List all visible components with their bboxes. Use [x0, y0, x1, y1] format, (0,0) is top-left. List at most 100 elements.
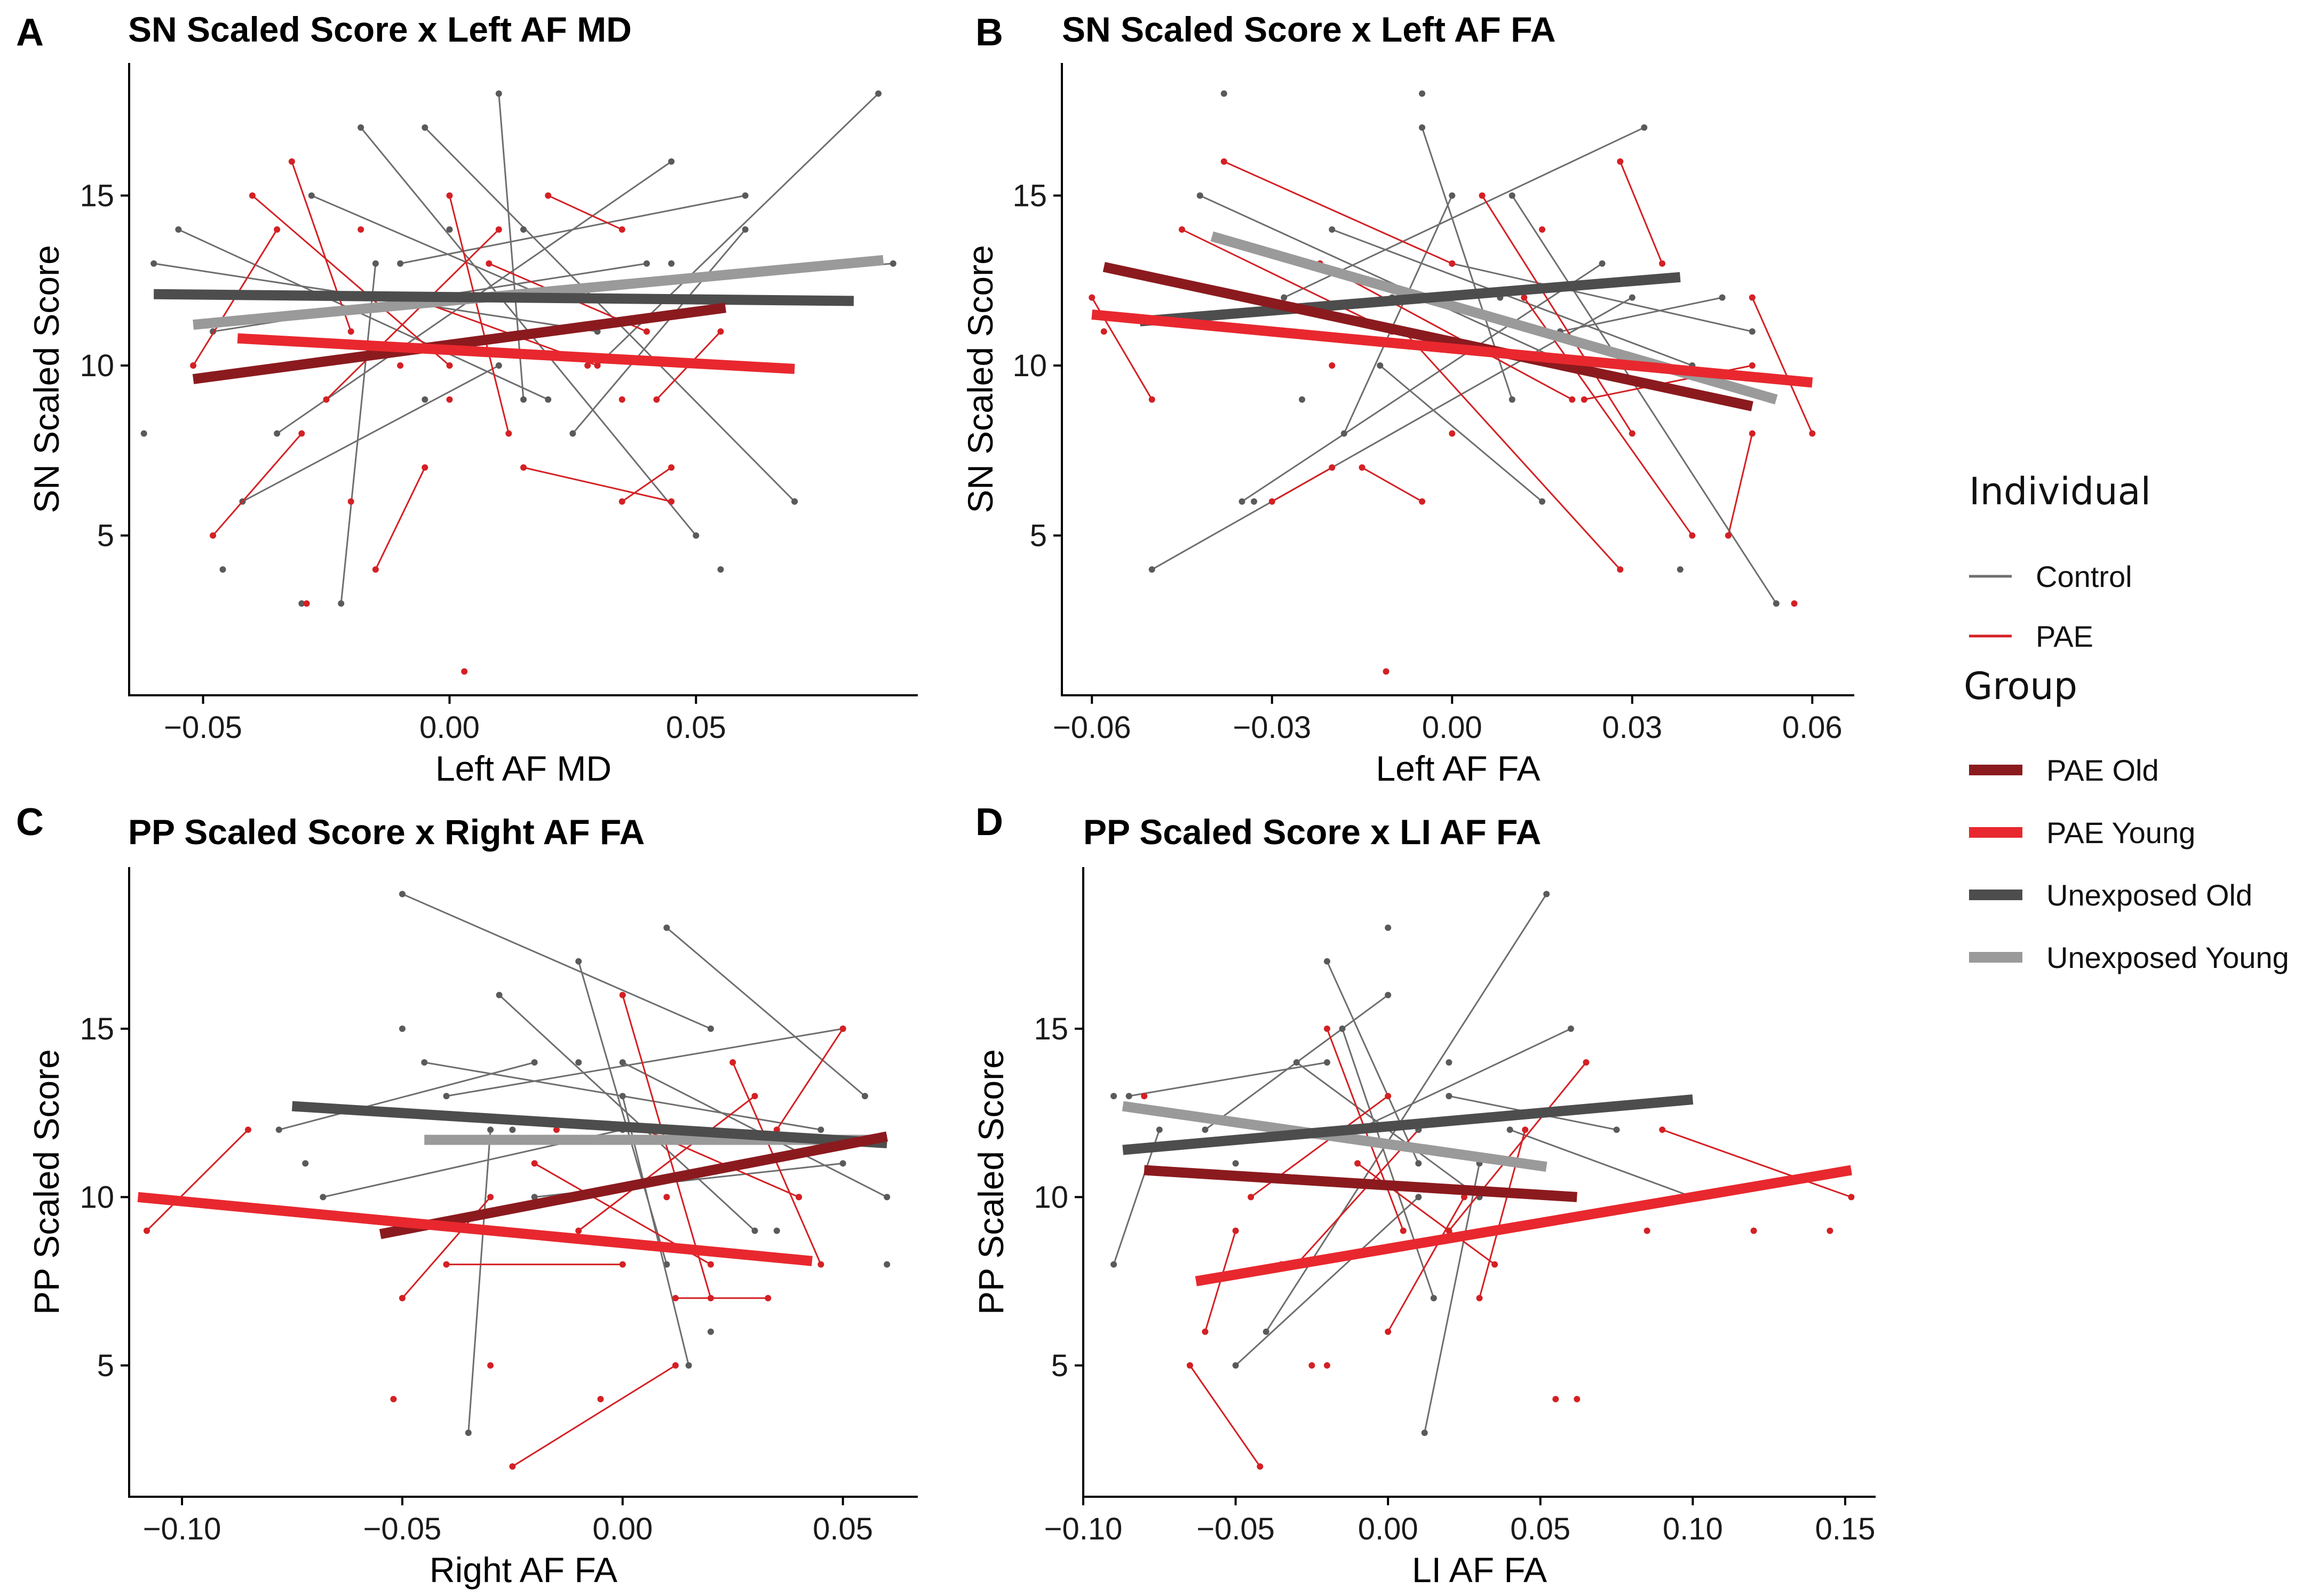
data-point-control — [884, 1194, 891, 1201]
data-point-pae — [594, 362, 601, 369]
data-point-control — [1421, 1430, 1428, 1436]
data-point-pae — [1460, 1194, 1467, 1201]
data-point-control — [1110, 1261, 1117, 1268]
data-point-pae — [495, 226, 502, 233]
individual-line-pae — [1224, 161, 1452, 265]
x-tick-label: −0.05 — [363, 1512, 442, 1546]
individual-line-pae — [1403, 331, 1621, 570]
individual-line-control — [1343, 195, 1453, 434]
data-point-pae — [446, 362, 453, 369]
data-point-pae — [1491, 1261, 1498, 1268]
data-point-control — [219, 566, 226, 573]
data-point-pae — [1809, 430, 1816, 437]
individual-line-pae — [212, 433, 303, 536]
data-point-control — [1543, 891, 1550, 898]
individual-line-control — [1241, 263, 1603, 503]
individual-line-pae — [448, 195, 510, 434]
data-point-control — [1446, 1093, 1452, 1100]
group-line-pae-old — [1102, 261, 1753, 411]
data-point-pae — [751, 1093, 758, 1100]
data-point-pae — [668, 498, 675, 505]
x-axis-title: Left AF MD — [435, 749, 612, 788]
individual-line-control — [400, 194, 745, 265]
individual-line-control — [340, 263, 377, 604]
individual-line-control — [597, 93, 879, 367]
data-point-pae — [1749, 294, 1756, 301]
individual-line-pae — [1662, 1129, 1852, 1198]
data-point-control — [372, 260, 379, 267]
individual-line-pae — [523, 466, 672, 503]
data-point-pae — [1323, 1362, 1330, 1369]
data-point-control — [422, 396, 428, 403]
individual-line-control — [311, 195, 549, 298]
group-line-unexposed-old — [1122, 1094, 1694, 1155]
x-tick-label: 0.05 — [1510, 1512, 1570, 1546]
plot-title: SN Scaled Score x Left AF FA — [1062, 10, 1555, 49]
data-point-pae — [619, 1261, 626, 1268]
data-point-pae — [619, 991, 626, 998]
data-point-control — [1509, 396, 1515, 403]
data-point-pae — [1749, 362, 1756, 369]
data-point-control — [643, 260, 650, 267]
data-point-control — [1329, 226, 1336, 233]
data-point-pae — [1248, 1194, 1255, 1201]
data-point-control — [1263, 1328, 1269, 1335]
data-point-pae — [1308, 1362, 1315, 1369]
legend-label: PAE Young — [2046, 816, 2195, 849]
individual-line-pae — [1727, 433, 1753, 536]
data-point-control — [707, 1328, 714, 1335]
data-point-control — [531, 1194, 538, 1201]
individual-line-control — [1560, 297, 1722, 332]
data-point-control — [399, 1025, 406, 1032]
group-line-unexposed-old — [154, 289, 854, 306]
data-point-control — [1415, 1160, 1422, 1167]
data-point-control — [150, 260, 157, 267]
individual-line-control — [1152, 297, 1633, 570]
individual-line-control — [402, 893, 711, 1030]
group-line-pae-young — [137, 1192, 813, 1266]
data-point-control — [1430, 1295, 1437, 1301]
data-point-control — [545, 396, 552, 403]
data-point-pae — [487, 1194, 494, 1201]
y-tick-label: 15 — [1012, 178, 1047, 213]
data-point-pae — [1581, 396, 1587, 403]
legend-label: Unexposed Old — [2046, 878, 2252, 912]
data-point-pae — [1385, 1328, 1392, 1335]
individual-line-pae — [251, 195, 450, 367]
y-axis-title: PP Scaled Score — [27, 1049, 66, 1315]
data-point-pae — [1089, 294, 1096, 301]
individual-line-control — [1283, 126, 1645, 298]
data-point-pae — [618, 226, 625, 233]
data-point-pae — [1476, 1295, 1483, 1301]
data-point-pae — [1329, 464, 1336, 471]
x-tick-label: −0.10 — [1044, 1512, 1123, 1546]
data-point-pae — [707, 1261, 714, 1268]
x-tick-label: 0.15 — [1815, 1512, 1875, 1546]
data-point-pae — [399, 1295, 406, 1301]
data-point-pae — [1232, 1227, 1239, 1234]
y-axis-title: PP Scaled Score — [971, 1049, 1011, 1315]
data-point-pae — [597, 1396, 604, 1403]
data-point-control — [298, 600, 305, 607]
legend-title-individual: Individual — [1969, 470, 2151, 513]
individual-line-pae — [1296, 1129, 1419, 1265]
data-point-control — [487, 1126, 494, 1133]
data-point-control — [1539, 498, 1545, 505]
legend-label: PAE Old — [2046, 753, 2159, 787]
data-point-pae — [1749, 430, 1756, 437]
x-tick-label: −0.10 — [143, 1512, 221, 1546]
data-point-pae — [1479, 192, 1486, 199]
data-point-pae — [1629, 430, 1636, 437]
data-point-pae — [1400, 1227, 1407, 1234]
data-point-control — [275, 1126, 282, 1133]
data-point-control — [707, 1025, 714, 1032]
individual-line-control — [1200, 195, 1573, 367]
individual-line-pae — [512, 1364, 676, 1467]
individual-line-pae — [1387, 1196, 1465, 1332]
data-point-control — [520, 226, 527, 233]
individual-lines — [140, 90, 896, 675]
data-point-control — [575, 1059, 582, 1066]
group-line-pae-old — [1144, 1165, 1577, 1202]
panel-label: B — [975, 11, 1003, 54]
individual-line-control — [498, 93, 525, 400]
